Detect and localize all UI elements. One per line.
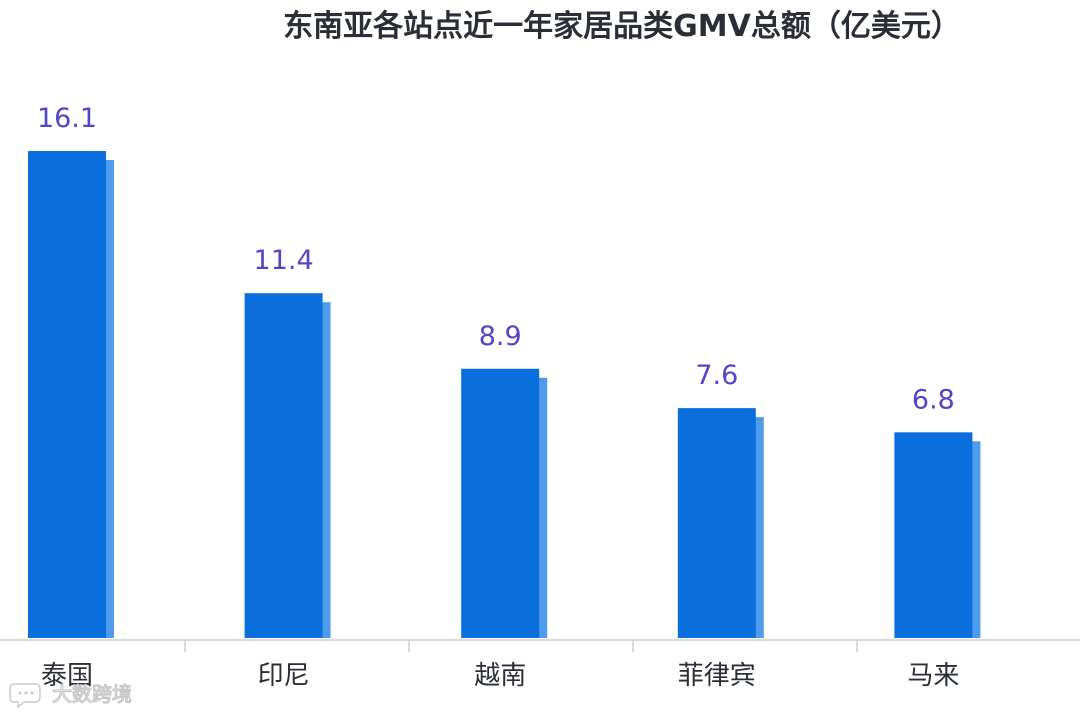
category-label: 菲律宾 — [678, 661, 756, 691]
bar — [461, 368, 540, 638]
chat-bubble-icon — [9, 683, 41, 708]
chart-title: 东南亚各站点近一年家居品类GMV总额（亿美元） — [283, 9, 961, 44]
bar — [244, 293, 323, 638]
value-labels-layer: 16.1 11.4 8.9 7.6 6.8 — [37, 103, 955, 415]
category-labels-layer: 泰国 印尼 越南 菲律宾 马来 — [41, 661, 959, 691]
bar — [677, 408, 756, 638]
value-label: 16.1 — [37, 103, 97, 134]
bar — [28, 151, 106, 638]
bar — [894, 432, 973, 638]
category-label: 马来 — [907, 661, 959, 691]
value-label: 7.6 — [695, 360, 738, 391]
x-axis-ticks — [184, 640, 858, 652]
category-label: 印尼 — [258, 661, 310, 691]
watermark-text: 大数跨境 — [52, 682, 132, 706]
value-label: 11.4 — [254, 245, 314, 276]
value-label: 8.9 — [479, 321, 522, 352]
value-label: 6.8 — [912, 384, 955, 415]
category-label: 越南 — [474, 661, 526, 691]
category-label: 泰国 — [41, 661, 93, 691]
watermark: 大数跨境 — [9, 681, 133, 708]
bars-layer — [28, 151, 981, 638]
